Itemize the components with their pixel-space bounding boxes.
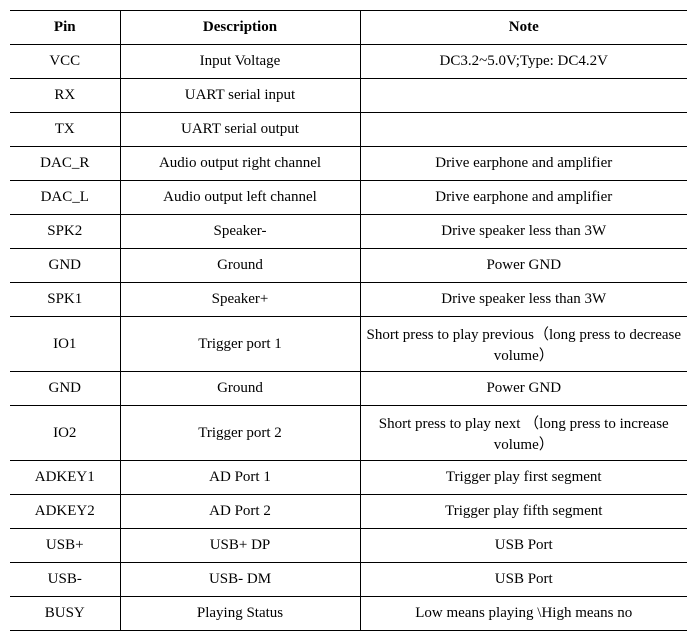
cell-description: Audio output right channel	[120, 147, 360, 181]
cell-description: Input Voltage	[120, 45, 360, 79]
cell-description: Speaker+	[120, 283, 360, 317]
cell-note: Short press to play next （long press to …	[360, 406, 687, 461]
cell-description: Trigger port 2	[120, 406, 360, 461]
cell-description: AD Port 1	[120, 461, 360, 495]
table-header-row: Pin Description Note	[10, 11, 687, 45]
cell-note: Drive speaker less than 3W	[360, 283, 687, 317]
cell-description: Trigger port 1	[120, 317, 360, 372]
cell-description: Speaker-	[120, 215, 360, 249]
cell-pin: IO1	[10, 317, 120, 372]
cell-pin: TX	[10, 113, 120, 147]
cell-note: Low means playing \High means no	[360, 597, 687, 631]
cell-pin: USB+	[10, 529, 120, 563]
cell-note: Drive earphone and amplifier	[360, 147, 687, 181]
cell-note: Power GND	[360, 372, 687, 406]
cell-note: Trigger play first segment	[360, 461, 687, 495]
cell-description: Audio output left channel	[120, 181, 360, 215]
cell-note: Power GND	[360, 249, 687, 283]
cell-description: UART serial output	[120, 113, 360, 147]
table-row: RXUART serial input	[10, 79, 687, 113]
cell-note: Short press to play previous（long press …	[360, 317, 687, 372]
cell-pin: ADKEY1	[10, 461, 120, 495]
cell-note: Drive earphone and amplifier	[360, 181, 687, 215]
cell-description: USB- DM	[120, 563, 360, 597]
header-description: Description	[120, 11, 360, 45]
table-row: ADKEY1AD Port 1Trigger play first segmen…	[10, 461, 687, 495]
cell-pin: DAC_L	[10, 181, 120, 215]
cell-pin: BUSY	[10, 597, 120, 631]
cell-pin: USB-	[10, 563, 120, 597]
cell-note	[360, 79, 687, 113]
table-row: VCCInput VoltageDC3.2~5.0V;Type: DC4.2V	[10, 45, 687, 79]
cell-description: AD Port 2	[120, 495, 360, 529]
cell-pin: SPK1	[10, 283, 120, 317]
table-row: IO1Trigger port 1Short press to play pre…	[10, 317, 687, 372]
cell-pin: VCC	[10, 45, 120, 79]
table-row: ADKEY2AD Port 2Trigger play fifth segmen…	[10, 495, 687, 529]
cell-description: Ground	[120, 249, 360, 283]
cell-description: Ground	[120, 372, 360, 406]
table-row: SPK2Speaker-Drive speaker less than 3W	[10, 215, 687, 249]
cell-description: Playing Status	[120, 597, 360, 631]
cell-pin: SPK2	[10, 215, 120, 249]
cell-note: DC3.2~5.0V;Type: DC4.2V	[360, 45, 687, 79]
cell-pin: ADKEY2	[10, 495, 120, 529]
cell-note: USB Port	[360, 529, 687, 563]
table-row: SPK1Speaker+Drive speaker less than 3W	[10, 283, 687, 317]
cell-description: USB+ DP	[120, 529, 360, 563]
cell-note	[360, 113, 687, 147]
table-row: BUSYPlaying StatusLow means playing \Hig…	[10, 597, 687, 631]
header-pin: Pin	[10, 11, 120, 45]
table-row: GNDGroundPower GND	[10, 372, 687, 406]
table-row: USB+USB+ DPUSB Port	[10, 529, 687, 563]
cell-note: USB Port	[360, 563, 687, 597]
cell-pin: GND	[10, 372, 120, 406]
cell-pin: IO2	[10, 406, 120, 461]
cell-note: Trigger play fifth segment	[360, 495, 687, 529]
cell-pin: GND	[10, 249, 120, 283]
table-body: VCCInput VoltageDC3.2~5.0V;Type: DC4.2VR…	[10, 45, 687, 631]
cell-pin: DAC_R	[10, 147, 120, 181]
header-note: Note	[360, 11, 687, 45]
cell-pin: RX	[10, 79, 120, 113]
table-row: DAC_RAudio output right channelDrive ear…	[10, 147, 687, 181]
table-row: DAC_LAudio output left channelDrive earp…	[10, 181, 687, 215]
cell-description: UART serial input	[120, 79, 360, 113]
pin-table: Pin Description Note VCCInput VoltageDC3…	[10, 10, 687, 631]
table-row: USB-USB- DMUSB Port	[10, 563, 687, 597]
table-row: IO2Trigger port 2Short press to play nex…	[10, 406, 687, 461]
table-row: TXUART serial output	[10, 113, 687, 147]
table-row: GNDGroundPower GND	[10, 249, 687, 283]
cell-note: Drive speaker less than 3W	[360, 215, 687, 249]
